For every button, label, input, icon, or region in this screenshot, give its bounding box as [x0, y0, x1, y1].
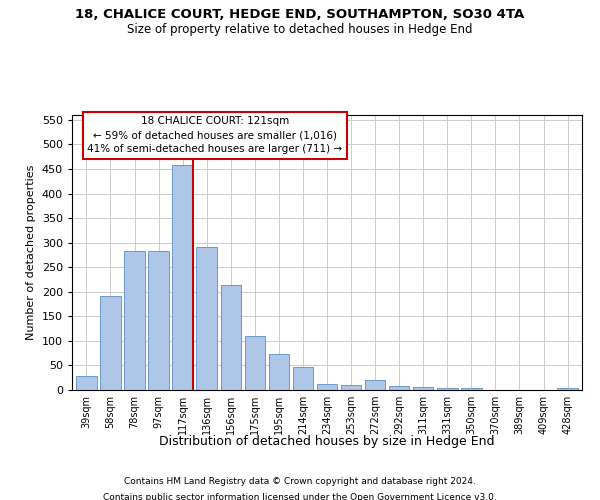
Bar: [461, 388, 482, 390]
Bar: [100, 296, 121, 390]
Y-axis label: Number of detached properties: Number of detached properties: [26, 165, 36, 340]
Bar: [389, 386, 409, 390]
Bar: [245, 336, 265, 390]
Bar: [365, 380, 385, 390]
Bar: [341, 385, 361, 390]
Bar: [124, 250, 145, 390]
Text: Distribution of detached houses by size in Hedge End: Distribution of detached houses by size …: [159, 435, 495, 448]
Bar: [413, 387, 433, 390]
Text: Contains HM Land Registry data © Crown copyright and database right 2024.: Contains HM Land Registry data © Crown c…: [124, 478, 476, 486]
Bar: [148, 250, 169, 390]
Text: 18, CHALICE COURT, HEDGE END, SOUTHAMPTON, SO30 4TA: 18, CHALICE COURT, HEDGE END, SOUTHAMPTO…: [76, 8, 524, 20]
Text: Size of property relative to detached houses in Hedge End: Size of property relative to detached ho…: [127, 22, 473, 36]
Text: Contains public sector information licensed under the Open Government Licence v3: Contains public sector information licen…: [103, 492, 497, 500]
Bar: [221, 286, 241, 390]
Bar: [269, 354, 289, 390]
Text: 18 CHALICE COURT: 121sqm
← 59% of detached houses are smaller (1,016)
41% of sem: 18 CHALICE COURT: 121sqm ← 59% of detach…: [87, 116, 343, 154]
Bar: [196, 247, 217, 390]
Bar: [557, 388, 578, 390]
Bar: [437, 388, 458, 390]
Bar: [317, 384, 337, 390]
Bar: [293, 368, 313, 390]
Bar: [172, 165, 193, 390]
Bar: [76, 376, 97, 390]
